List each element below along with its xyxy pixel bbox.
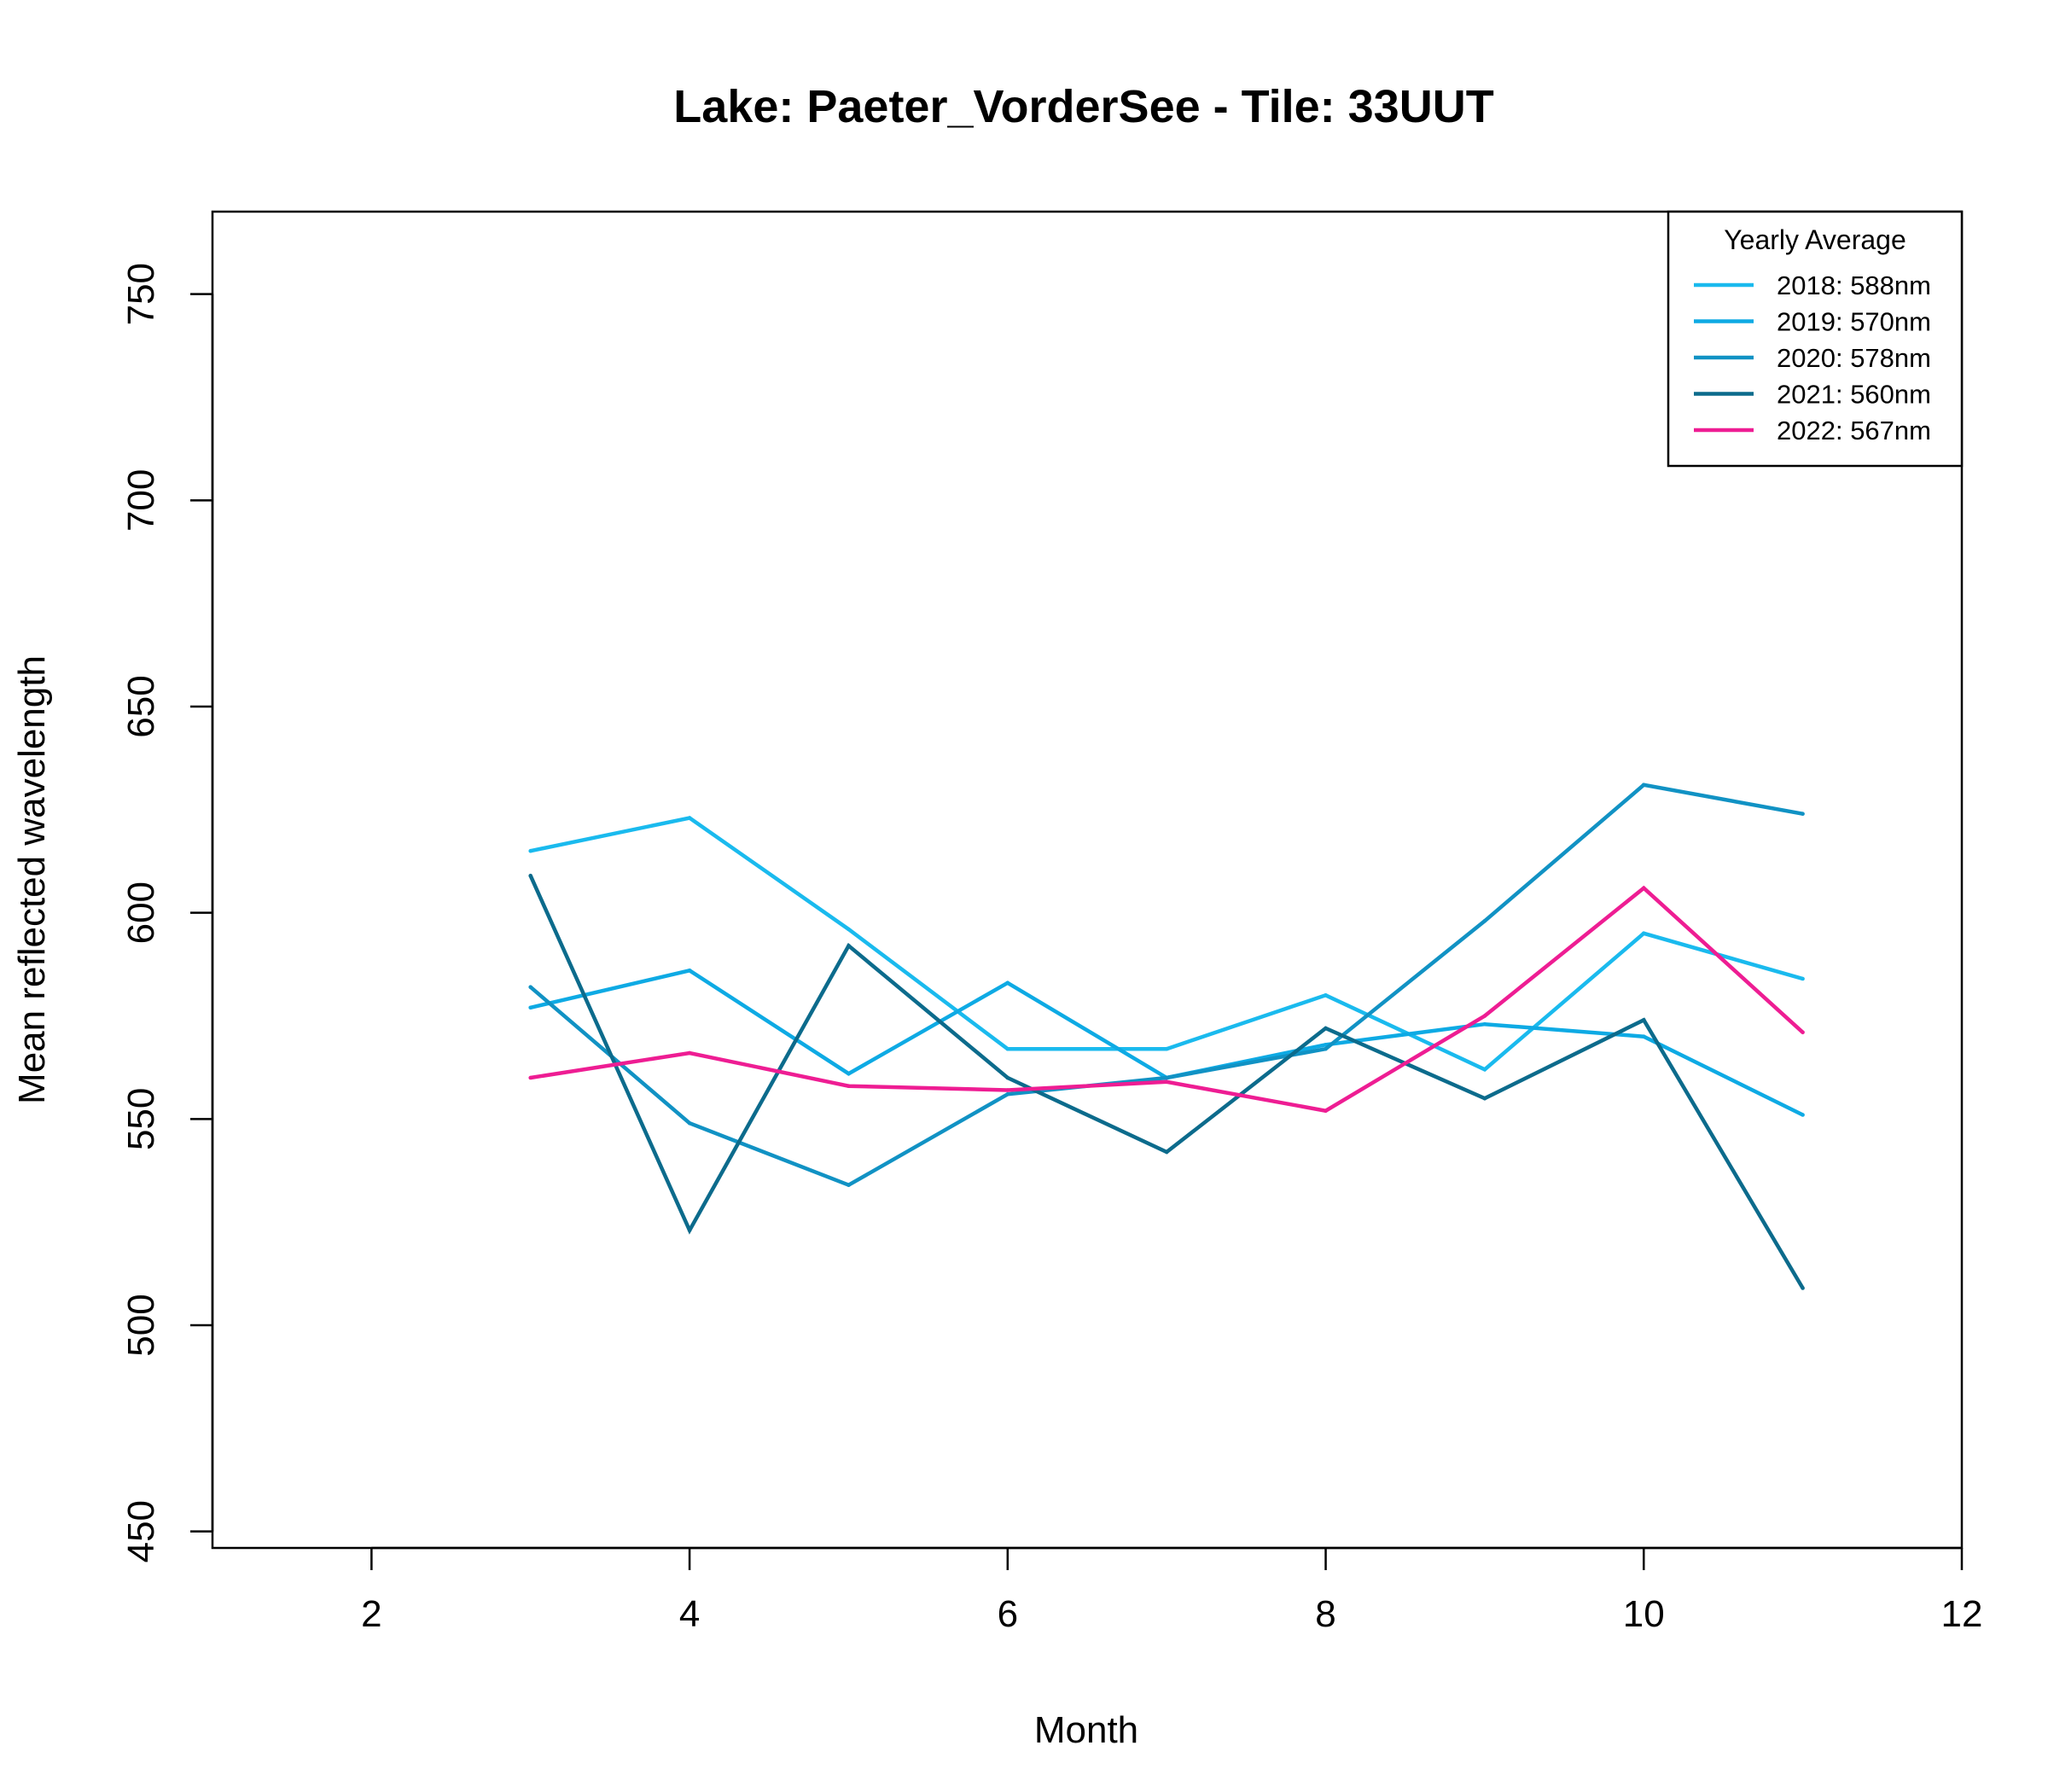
series-point-3 <box>1005 1075 1010 1080</box>
series-point-3 <box>1642 1018 1646 1022</box>
series-point-1 <box>1642 1034 1646 1039</box>
series-point-0 <box>1482 1068 1487 1072</box>
series-point-3 <box>1164 1149 1169 1155</box>
y-tick-label: 650 <box>120 675 162 737</box>
x-tick-label: 6 <box>998 1593 1018 1635</box>
y-tick-label: 700 <box>120 469 162 532</box>
series-point-4 <box>687 1050 692 1056</box>
series-point-4 <box>1324 1108 1328 1113</box>
x-tick-label: 8 <box>1315 1593 1335 1635</box>
series-point-2 <box>687 1120 692 1126</box>
series-point-0 <box>528 848 532 853</box>
legend: Yearly Average 2018: 588nm 2019: 570nm 202… <box>1667 210 1964 468</box>
x-tick-label: 10 <box>1623 1593 1665 1635</box>
x-tick-label: 2 <box>361 1593 381 1635</box>
series-point-4 <box>1164 1079 1169 1085</box>
chart-title: Lake: Paeter_VorderSee - Tile: 33UUT <box>673 81 1493 132</box>
series-layer <box>528 783 1805 1290</box>
y-axis-label: Mean reflected wavelength <box>11 655 53 1104</box>
y-tick-label: 550 <box>120 1088 162 1150</box>
legend-label-3: 2021: 560nm <box>1777 380 1931 410</box>
series-point-2 <box>1164 1075 1169 1080</box>
x-axis-label: Month <box>1034 1709 1138 1751</box>
series-point-0 <box>847 927 851 932</box>
series-point-0 <box>1642 931 1646 936</box>
series-point-1 <box>528 1005 532 1010</box>
series-point-2 <box>1642 783 1646 788</box>
series-point-3 <box>847 944 851 948</box>
legend-label-0: 2018: 588nm <box>1777 271 1931 300</box>
series-point-1 <box>687 969 692 973</box>
series-point-0 <box>1324 993 1328 998</box>
x-axis: 2 4 6 8 10 12 <box>361 1546 1983 1635</box>
series-point-1 <box>1801 1113 1805 1117</box>
series-point-2 <box>847 1183 851 1187</box>
y-tick-label: 500 <box>120 1294 162 1356</box>
series-point-0 <box>687 816 692 820</box>
y-tick-label: 600 <box>120 881 162 944</box>
series-point-4 <box>1642 886 1646 890</box>
series-point-0 <box>1005 1046 1010 1051</box>
series-point-2 <box>1324 1046 1328 1051</box>
x-tick-label: 4 <box>679 1593 700 1635</box>
series-point-3 <box>528 873 532 878</box>
series-point-4 <box>1005 1088 1010 1092</box>
series-point-2 <box>1005 1092 1010 1097</box>
series-point-1 <box>1005 980 1010 986</box>
series-point-4 <box>1482 1014 1487 1018</box>
series-point-0 <box>1164 1046 1169 1051</box>
series-point-1 <box>847 1071 851 1076</box>
series-point-2 <box>528 985 532 989</box>
series-point-3 <box>1482 1096 1487 1101</box>
series-point-1 <box>1482 1021 1487 1027</box>
x-tick-label: 12 <box>1941 1593 1983 1635</box>
series-point-3 <box>1801 1286 1805 1290</box>
series-point-3 <box>687 1228 692 1233</box>
y-tick-label: 450 <box>120 1500 162 1562</box>
series-point-3 <box>1324 1026 1328 1031</box>
legend-label-4: 2022: 567nm <box>1777 416 1931 445</box>
legend-label-2: 2020: 578nm <box>1777 343 1931 373</box>
series-point-4 <box>1801 1030 1805 1035</box>
series-point-0 <box>1801 976 1805 981</box>
legend-title: Yearly Average <box>1724 224 1906 255</box>
y-axis: 450 500 550 600 650 700 750 <box>120 263 214 1562</box>
series-point-2 <box>1801 812 1805 816</box>
y-tick-label: 750 <box>120 263 162 325</box>
series-point-4 <box>847 1084 851 1088</box>
series-point-4 <box>528 1075 532 1080</box>
legend-box <box>1667 210 1964 468</box>
legend-label-1: 2019: 570nm <box>1777 307 1931 337</box>
series-point-2 <box>1482 919 1487 923</box>
legend-entries: 2018: 588nm 2019: 570nm 2020: 578nm 2021: 5… <box>1694 271 1931 445</box>
